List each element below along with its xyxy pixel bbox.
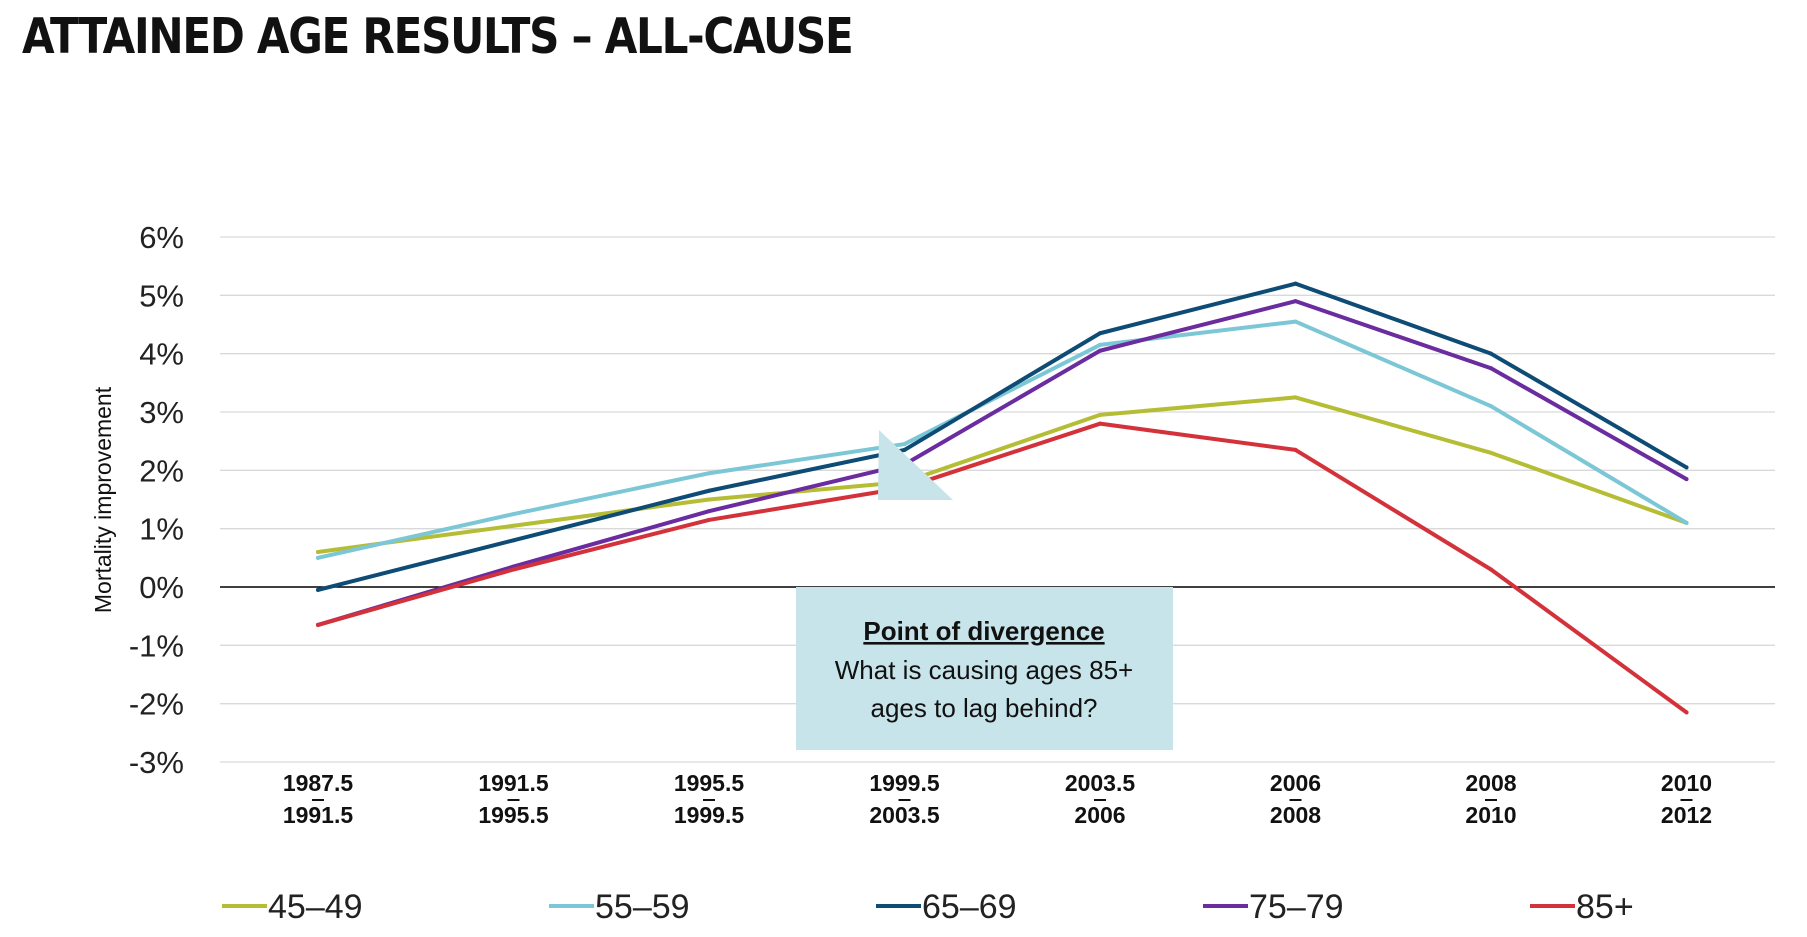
data-point: [707, 517, 711, 522]
data-point: [902, 442, 907, 447]
callout-pointer: [878, 430, 953, 500]
data-point: [511, 567, 516, 572]
data-point: [1293, 281, 1298, 286]
data-point: [1293, 447, 1298, 452]
data-point: [1293, 395, 1298, 400]
data-point: [1098, 412, 1102, 417]
callout: Point of divergence What is causing ages…: [796, 430, 1173, 750]
callout-line-1: What is causing ages 85+: [835, 655, 1133, 685]
x-tick-label: 1991.5: [478, 770, 549, 796]
page-title: ATTAINED AGE RESULTS – ALL-CAUSE: [22, 8, 854, 65]
y-tick-label: 0%: [139, 570, 184, 605]
series-line-75–79: [316, 299, 1689, 627]
legend-label: 85+: [1576, 888, 1634, 926]
legend-label: 55–59: [595, 888, 690, 926]
x-tick-label: 1999.5: [869, 770, 940, 796]
y-tick-label: 4%: [139, 337, 184, 372]
data-point: [316, 587, 320, 592]
series-line-85+: [316, 421, 1689, 715]
x-tick-label: 1999.5: [674, 802, 745, 828]
callout-line-2: ages to lag behind?: [871, 693, 1098, 723]
x-tick-label: 1987.5: [283, 770, 354, 796]
y-tick-label: -1%: [129, 628, 184, 663]
callout-box: [796, 587, 1173, 750]
y-axis-label: Mortality improvement: [90, 386, 116, 613]
data-point: [511, 523, 516, 528]
data-point: [902, 447, 907, 452]
x-tick-label: 1991.5: [283, 802, 354, 828]
y-tick-label: -3%: [129, 745, 184, 780]
data-point: [1489, 567, 1493, 572]
data-point: [316, 555, 320, 560]
legend-label: 75–79: [1249, 888, 1344, 926]
x-tick-label: 2008: [1465, 770, 1516, 796]
x-tick-label: 2006: [1074, 802, 1125, 828]
x-tick-label: 1995.5: [674, 770, 745, 796]
y-tick-label: 1%: [139, 512, 184, 547]
series-line-65–69: [316, 281, 1689, 592]
x-tick-label: 2012: [1661, 802, 1712, 828]
legend: 45–49 55–59 65–69 75–79 85+: [222, 888, 1634, 926]
data-point: [1684, 465, 1689, 470]
data-point: [1098, 421, 1102, 426]
legend-label: 65–69: [922, 888, 1017, 926]
x-tick-label: 2010: [1661, 770, 1712, 796]
data-point: [707, 509, 711, 514]
data-point: [1098, 348, 1102, 353]
data-point: [1684, 520, 1689, 525]
x-tick-label: 2003.5: [869, 802, 940, 828]
data-point: [1489, 450, 1493, 455]
y-tick-label: -2%: [129, 687, 184, 722]
legend-label: 45–49: [268, 888, 363, 926]
data-point: [707, 497, 711, 502]
data-point: [1489, 366, 1493, 371]
data-point: [1489, 404, 1493, 409]
data-point: [707, 488, 711, 493]
data-point: [511, 512, 516, 517]
x-axis: 1987.5 1991.5 1991.5 1995.5 1995.5 1999.5 1999…: [283, 770, 1712, 828]
x-tick-label: 1995.5: [478, 802, 549, 828]
data-point: [1098, 331, 1102, 336]
data-point: [1489, 351, 1493, 356]
data-point: [511, 538, 516, 543]
data-point: [707, 471, 711, 476]
data-point: [1684, 477, 1689, 482]
series-line-45–49: [316, 395, 1689, 554]
x-tick-label: 2008: [1270, 802, 1321, 828]
y-tick-label: 6%: [139, 220, 184, 255]
data-point: [1293, 319, 1298, 324]
y-axis: 6% 5% 4% 3% 2% 1% 0% -1% -2% -3%: [129, 220, 184, 780]
y-tick-label: 5%: [139, 278, 184, 313]
callout-title: Point of divergence: [863, 616, 1104, 646]
x-tick-label: 2010: [1465, 802, 1516, 828]
data-point: [1293, 299, 1298, 304]
data-point: [316, 622, 320, 627]
y-tick-label: 3%: [139, 395, 184, 430]
x-tick-label: 2003.5: [1065, 770, 1136, 796]
x-tick-label: 2006: [1270, 770, 1321, 796]
data-point: [316, 550, 320, 554]
data-point: [1684, 710, 1689, 715]
data-point: [1098, 342, 1102, 347]
series-line-55–59: [316, 319, 1689, 560]
y-tick-label: 2%: [139, 453, 184, 488]
series-lines: [316, 281, 1689, 715]
